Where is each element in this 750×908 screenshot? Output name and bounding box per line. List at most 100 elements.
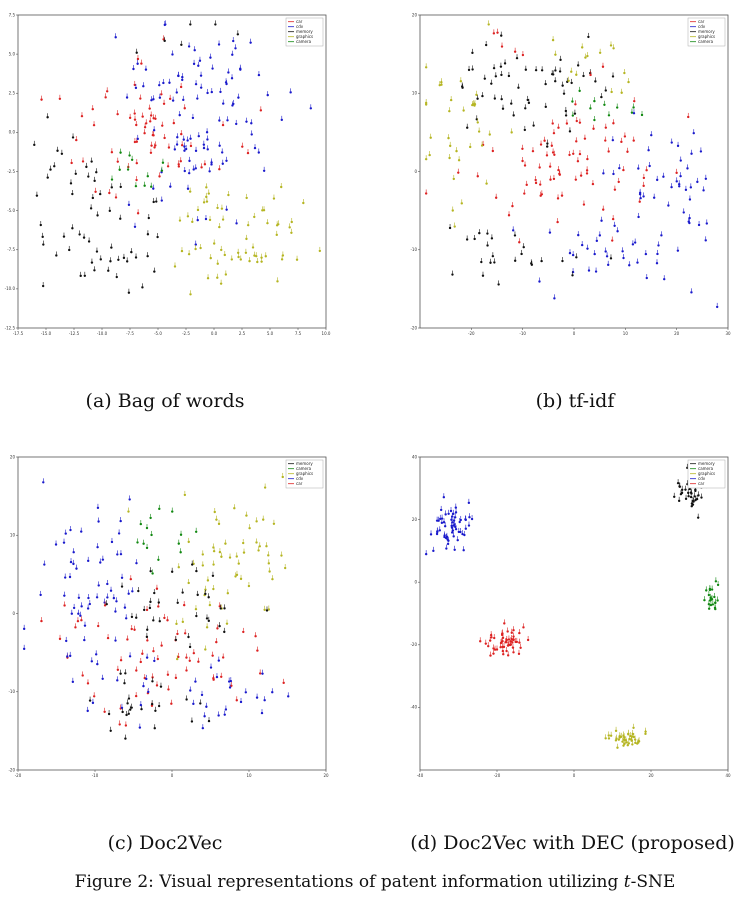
data-point	[576, 64, 580, 67]
data-point	[109, 589, 113, 592]
data-point-label-mark	[587, 52, 588, 55]
data-point-label-mark	[167, 670, 169, 674]
data-point-label-mark	[87, 604, 89, 608]
data-point	[262, 169, 266, 173]
data-point	[609, 257, 613, 260]
data-point	[166, 619, 169, 622]
data-point	[611, 138, 615, 142]
data-point-label-mark	[129, 705, 131, 709]
data-point-label-mark	[80, 611, 81, 615]
data-point	[450, 526, 454, 529]
data-point	[607, 114, 611, 117]
data-point-label-mark	[159, 617, 161, 620]
data-point	[124, 672, 127, 675]
data-point	[551, 151, 555, 154]
data-point	[66, 655, 69, 658]
data-point-label-mark	[78, 609, 79, 613]
data-point	[199, 702, 202, 705]
x-tick-label: -10	[519, 331, 526, 336]
data-point-label-mark	[577, 157, 579, 161]
data-point	[556, 220, 559, 224]
data-point	[35, 194, 39, 197]
data-point-label-mark	[526, 180, 528, 184]
data-point-label-mark	[588, 32, 589, 36]
data-point-label-mark	[178, 563, 180, 567]
data-point-label-mark	[711, 595, 713, 599]
data-point-label-mark	[281, 115, 283, 119]
data-point	[468, 515, 471, 519]
data-point-label-mark	[523, 189, 525, 193]
data-point-label-mark	[618, 177, 620, 181]
legend-entry: graphics	[698, 34, 715, 39]
data-point	[464, 518, 467, 521]
data-point-label-mark	[121, 703, 123, 707]
data-point-label-mark	[587, 155, 588, 158]
data-point-label-mark	[508, 640, 510, 644]
data-point	[490, 237, 494, 240]
data-point	[500, 73, 503, 77]
data-point-label-mark	[161, 641, 162, 645]
data-point	[578, 89, 581, 93]
data-point-label-mark	[510, 637, 512, 640]
data-point	[241, 541, 245, 545]
data-point	[189, 137, 192, 140]
data-point	[600, 95, 603, 99]
data-point-label-mark	[102, 674, 103, 678]
data-point-label-mark	[482, 92, 483, 95]
data-point-label-mark	[539, 163, 540, 167]
data-point	[242, 551, 246, 554]
data-point-label-mark	[474, 234, 475, 238]
data-point-label-mark	[513, 626, 514, 629]
data-point	[152, 200, 155, 204]
data-point-label-mark	[161, 196, 163, 200]
data-point-label-mark	[189, 686, 191, 690]
data-point	[135, 51, 138, 54]
y-tick-label: 20	[412, 517, 418, 522]
data-point-label-mark	[158, 504, 160, 508]
data-point-label-mark	[215, 20, 216, 24]
data-point-label-mark	[212, 651, 213, 655]
data-point-label-mark	[141, 59, 142, 63]
data-point	[72, 562, 75, 566]
legend-entry: cdv	[296, 476, 304, 481]
data-point	[39, 593, 42, 597]
data-point	[69, 528, 72, 532]
data-point-label-mark	[97, 503, 99, 507]
data-point	[120, 576, 124, 579]
y-tick-label: 20	[412, 12, 418, 17]
data-point-label-mark	[175, 635, 177, 639]
data-point	[191, 116, 195, 120]
data-point	[220, 151, 224, 154]
data-point	[259, 109, 263, 112]
data-point-label-mark	[84, 636, 85, 639]
data-point-label-mark	[88, 172, 89, 176]
data-point	[168, 81, 171, 84]
data-point	[687, 491, 690, 495]
data-point	[520, 252, 523, 256]
data-point-label-mark	[677, 141, 679, 145]
data-point-label-mark	[637, 258, 638, 262]
data-point-label-mark	[263, 206, 265, 210]
data-point	[517, 652, 521, 656]
data-point-label-mark	[246, 234, 247, 238]
data-point-label-mark	[462, 530, 463, 533]
data-point-label-mark	[222, 99, 224, 103]
data-point	[142, 542, 145, 545]
data-point-label-mark	[691, 288, 692, 292]
data-point-label-mark	[208, 593, 209, 597]
data-point	[239, 700, 243, 704]
data-point-label-mark	[700, 147, 702, 151]
data-point-label-mark	[619, 164, 620, 167]
data-point	[448, 109, 451, 113]
data-point	[678, 185, 681, 188]
data-point	[432, 549, 435, 553]
data-point	[186, 187, 190, 190]
data-point	[143, 125, 147, 129]
data-point	[118, 723, 121, 726]
data-point	[265, 609, 269, 612]
data-point	[280, 554, 283, 557]
data-point-label-mark	[203, 144, 205, 147]
data-point-label-mark	[95, 168, 97, 172]
data-point	[96, 506, 100, 510]
data-point	[467, 501, 471, 505]
